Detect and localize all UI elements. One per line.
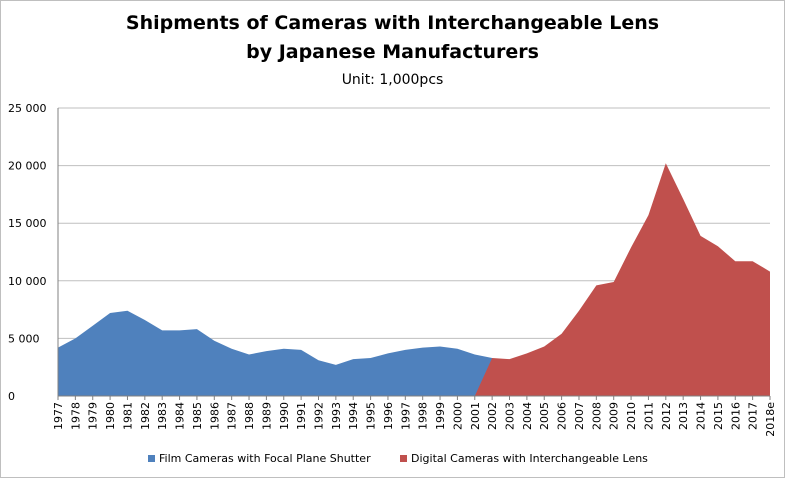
- x-tick-label-2001: 2001: [469, 402, 482, 430]
- x-tick-label-1992: 1992: [312, 402, 325, 430]
- y-tick-label-10000: 10 000: [8, 275, 47, 288]
- y-tick-label-15000: 15 000: [8, 217, 47, 230]
- legend-label-film: Film Cameras with Focal Plane Shutter: [159, 452, 371, 465]
- x-tick-label-1996: 1996: [382, 402, 395, 430]
- x-tick-label-1979: 1979: [87, 402, 100, 430]
- x-tick-label-1997: 1997: [399, 402, 412, 430]
- x-tick-label-2017: 2017: [747, 402, 760, 430]
- x-tick-label-2015: 2015: [712, 402, 725, 430]
- y-tick-label-25000: 25 000: [8, 102, 47, 115]
- y-tick-label-20000: 20 000: [8, 160, 47, 173]
- x-tick-label-2002: 2002: [486, 402, 499, 430]
- x-tick-label-1984: 1984: [174, 402, 187, 430]
- y-tick-label-5000: 5 000: [8, 332, 40, 345]
- x-tick-label-2010: 2010: [625, 402, 638, 430]
- x-tick-label-1998: 1998: [417, 402, 430, 430]
- x-tick-label-1994: 1994: [347, 402, 360, 430]
- x-tick-label-1982: 1982: [139, 402, 152, 430]
- x-tick-label-2008: 2008: [590, 402, 603, 430]
- x-tick-label-1983: 1983: [156, 402, 169, 430]
- x-tick-label-2014: 2014: [695, 402, 708, 430]
- x-tick-label-2009: 2009: [608, 402, 621, 430]
- x-tick-label-1978: 1978: [69, 402, 82, 430]
- x-tick-label-1981: 1981: [121, 402, 134, 430]
- x-tick-label-1977: 1977: [52, 402, 65, 430]
- legend-swatch-film: [148, 455, 155, 462]
- x-tick-label-2005: 2005: [538, 402, 551, 430]
- y-tick-label-0: 0: [8, 390, 15, 403]
- legend-label-digital: Digital Cameras with Interchangeable Len…: [411, 452, 648, 465]
- area-series-0: [58, 310, 770, 396]
- legend-item-digital: Digital Cameras with Interchangeable Len…: [400, 452, 648, 465]
- x-tick-label-1990: 1990: [278, 402, 291, 430]
- x-tick-label-2011: 2011: [642, 402, 655, 430]
- x-tick-label-1986: 1986: [208, 402, 221, 430]
- x-tick-label-1985: 1985: [191, 402, 204, 430]
- x-tick-label-1993: 1993: [330, 402, 343, 430]
- x-tick-label-2006: 2006: [556, 402, 569, 430]
- legend-swatch-digital: [400, 455, 407, 462]
- x-tick-label-1988: 1988: [243, 402, 256, 430]
- legend-item-film: Film Cameras with Focal Plane Shutter: [148, 452, 371, 465]
- area-series-1: [58, 163, 770, 396]
- x-tick-label-2013: 2013: [677, 402, 690, 430]
- x-tick-label-1989: 1989: [260, 402, 273, 430]
- chart-title-line2: by Japanese Manufacturers: [246, 41, 539, 63]
- chart-title-line1: Shipments of Cameras with Interchangeabl…: [125, 12, 660, 34]
- x-tick-label-2018e: 2018e: [764, 402, 777, 437]
- chart-subtitle: Unit: 1,000pcs: [341, 72, 444, 88]
- x-tick-label-2003: 2003: [504, 402, 517, 430]
- x-tick-label-2012: 2012: [660, 402, 673, 430]
- x-tick-label-2007: 2007: [573, 402, 586, 430]
- x-tick-label-2004: 2004: [521, 402, 534, 430]
- x-tick-label-2016: 2016: [729, 402, 742, 430]
- x-tick-label-1999: 1999: [434, 402, 447, 430]
- x-tick-label-1995: 1995: [365, 402, 378, 430]
- x-tick-label-1991: 1991: [295, 402, 308, 430]
- x-tick-label-1987: 1987: [226, 402, 239, 430]
- x-tick-label-1980: 1980: [104, 402, 117, 430]
- x-tick-label-2000: 2000: [451, 402, 464, 430]
